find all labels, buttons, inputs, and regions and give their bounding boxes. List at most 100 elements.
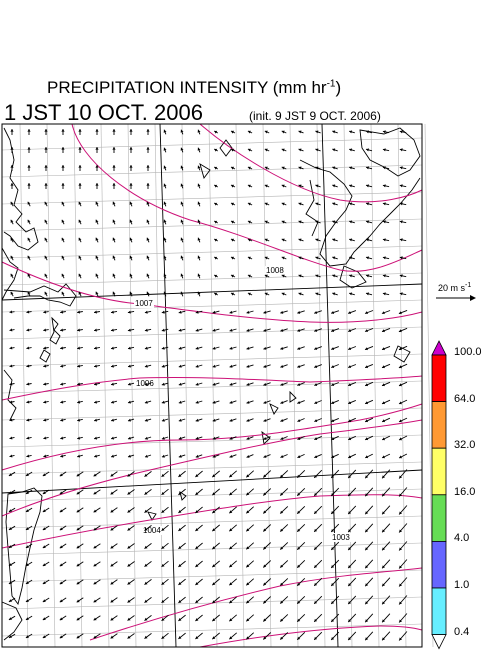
grid-longitude-line	[46, 123, 56, 648]
wind-vector	[381, 559, 391, 569]
wind-vector	[61, 129, 65, 135]
grid-latitude-line	[1, 461, 423, 475]
wind-vector	[381, 345, 391, 351]
wind-vector	[110, 346, 118, 350]
wind-vector	[398, 613, 408, 623]
chart-title: PRECIPITATION INTENSITY (mm hr-1)	[47, 78, 341, 98]
wind-vector	[9, 364, 15, 368]
wind-vector	[59, 561, 67, 567]
wind-vector	[129, 219, 133, 225]
wind-vector	[27, 183, 31, 189]
wind-vector	[93, 525, 101, 531]
wind-vector	[381, 399, 391, 405]
wind-vector	[279, 488, 289, 496]
wind-vector	[25, 615, 33, 621]
wind-vector	[43, 346, 49, 350]
wind-vector	[161, 560, 169, 568]
wind-vector	[331, 346, 339, 350]
wind-vector	[163, 237, 167, 243]
wind-vector	[349, 184, 355, 188]
wind-vector	[195, 596, 203, 604]
title-close: )	[335, 78, 342, 97]
grid-longitude-line	[397, 123, 407, 648]
wind-vector	[94, 364, 100, 368]
wind-vector	[382, 274, 390, 278]
wind-vector	[330, 595, 340, 605]
wind-vector	[180, 219, 184, 225]
grid-longitude-line	[19, 123, 29, 648]
wind-vector	[42, 597, 50, 603]
grid-latitude-line	[1, 245, 423, 259]
wind-vector	[246, 436, 254, 440]
colorbar-label-4: 4.0	[454, 532, 470, 544]
wind-vector	[93, 418, 101, 422]
wind-vector	[95, 237, 99, 243]
wind-vector	[76, 525, 84, 531]
wind-vector	[26, 382, 32, 386]
grid-longitude-line	[316, 123, 326, 648]
wind-vector	[213, 292, 219, 296]
map-frame	[1, 123, 423, 648]
wind-vector	[78, 165, 82, 171]
islands-ryukyu-a	[49, 316, 61, 345]
wind-vector	[76, 471, 84, 477]
wind-vector	[332, 292, 338, 296]
wind-vector	[314, 435, 322, 441]
wind-vector	[25, 507, 33, 513]
wind-vector	[146, 183, 150, 189]
wind-vector	[262, 614, 272, 622]
wind-vector	[94, 328, 100, 332]
wind-vector	[60, 436, 66, 440]
wind-vector	[399, 166, 407, 170]
wind-vector	[144, 525, 152, 531]
wind-vector	[281, 148, 287, 152]
wind-vector	[93, 579, 101, 585]
wind-vector	[8, 615, 16, 621]
wind-vector	[246, 542, 254, 550]
colorbar-label-1: 1.0	[454, 579, 470, 591]
wind-vector	[298, 202, 304, 206]
wind-vector	[382, 130, 390, 134]
wind-vector	[144, 543, 152, 549]
wind-vector	[296, 577, 306, 587]
wind-vector	[315, 184, 321, 188]
wind-vector	[146, 165, 150, 171]
wind-vector	[180, 129, 184, 135]
wind-vector	[161, 346, 169, 350]
wind-vector	[230, 256, 236, 260]
wind-vector	[298, 220, 304, 224]
wind-vector	[42, 633, 50, 639]
wind-vector	[247, 292, 253, 296]
wind-vector	[42, 507, 50, 513]
wind-vector	[178, 346, 186, 350]
wind-vector	[230, 202, 236, 206]
wind-vector	[364, 328, 374, 332]
isobar-line	[199, 123, 423, 203]
grid-longitude-line	[154, 123, 164, 648]
wind-vector	[178, 632, 186, 640]
wind-vector	[247, 238, 253, 242]
wind-vector	[77, 310, 83, 314]
wind-vector	[27, 273, 31, 279]
wind-vector	[264, 256, 270, 260]
wind-vector	[330, 631, 340, 641]
wind-vector	[180, 291, 184, 297]
wind-vector	[161, 614, 169, 622]
wind-vector	[161, 418, 169, 422]
coastline-korea	[3, 127, 39, 251]
wind-vector	[178, 454, 186, 458]
wind-vector	[78, 147, 82, 153]
wind-vector	[195, 382, 203, 386]
wind-vector	[178, 364, 186, 368]
wind-vector	[26, 310, 32, 314]
wind-vector	[110, 507, 118, 513]
wind-vector	[110, 543, 118, 549]
wind-vector	[43, 454, 49, 458]
wind-vector	[314, 310, 322, 314]
wind-vector	[247, 148, 253, 152]
wind-vector	[76, 597, 84, 603]
wind-vector	[212, 596, 220, 604]
wind-vector	[230, 238, 236, 242]
wind-vector	[43, 400, 49, 404]
wind-vector	[264, 148, 270, 152]
